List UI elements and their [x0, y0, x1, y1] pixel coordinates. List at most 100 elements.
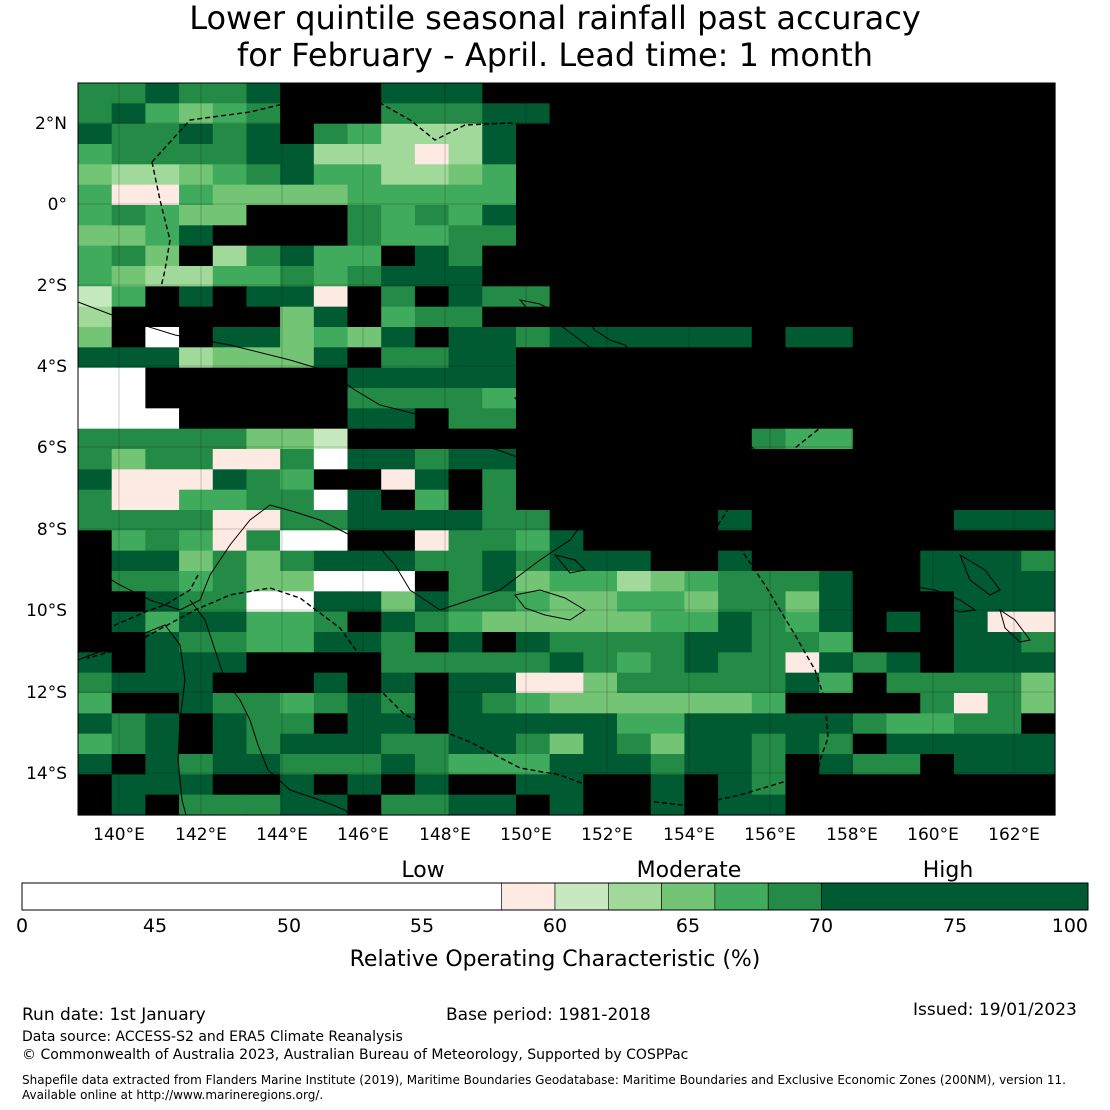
grid-cell — [212, 123, 248, 145]
grid-cell — [145, 632, 180, 653]
grid-cell — [482, 591, 517, 613]
grid-cell — [111, 632, 146, 653]
grid-cell — [684, 327, 719, 348]
grid-cell — [1021, 408, 1056, 430]
grid-cell — [751, 733, 787, 755]
grid-cell — [313, 510, 349, 531]
grid-cell — [482, 571, 517, 592]
grid-cell — [347, 571, 382, 592]
grid-cell — [650, 306, 686, 328]
grid-cell — [785, 489, 820, 511]
grid-cell — [583, 693, 618, 714]
grid-cell — [482, 469, 517, 491]
grid-cell — [448, 286, 483, 308]
grid-cell — [347, 672, 382, 694]
grid-cell — [347, 123, 382, 145]
lat-tick-label: 2°S — [37, 276, 67, 296]
grid-cell — [145, 611, 180, 633]
grid-cell — [785, 713, 820, 735]
grid-cell — [145, 367, 180, 389]
grid-cell — [482, 632, 517, 653]
grid-cell — [145, 205, 180, 226]
grid-cell — [718, 184, 753, 206]
grid-cell — [313, 144, 349, 165]
grid-cell — [482, 164, 517, 186]
grid-cell — [515, 327, 551, 348]
grid-cell — [448, 469, 483, 491]
grid-cell — [852, 164, 888, 186]
grid-cell — [515, 469, 551, 491]
grid-cell — [751, 571, 787, 592]
colorbar-tick: 100 — [1052, 915, 1088, 937]
grid-cell — [684, 225, 719, 247]
grid-cell — [78, 123, 113, 145]
indonesia-png-border — [151, 161, 171, 321]
grid-cell — [684, 489, 719, 511]
grid-cell — [920, 591, 955, 613]
grid-cell — [549, 469, 584, 491]
grid-cell — [751, 306, 787, 328]
grid-cell — [212, 408, 248, 430]
grid-cell — [886, 713, 921, 735]
grid-cell — [953, 713, 989, 735]
grid-cell — [819, 103, 854, 125]
grid-cell — [852, 733, 888, 755]
grid-cell — [179, 632, 214, 653]
grid-cell — [953, 672, 989, 694]
grid-cell — [179, 347, 214, 369]
grid-cell — [886, 164, 921, 186]
grid-cell — [78, 489, 113, 511]
grid-cell — [145, 672, 180, 694]
grid-cell — [549, 774, 584, 796]
grid-cell — [684, 449, 719, 470]
grid-cell — [617, 672, 652, 694]
grid-cell — [953, 611, 989, 633]
lat-tick-label: 0° — [48, 195, 67, 215]
grid-cell — [280, 266, 315, 287]
grid-cell — [650, 266, 686, 287]
grid-cell — [448, 103, 483, 125]
grid-cell — [280, 530, 315, 552]
lat-tick-label: 2°N — [35, 114, 67, 134]
trobriand-coast — [553, 554, 587, 574]
data-source: Data source: ACCESS-S2 and ERA5 Climate … — [22, 1029, 403, 1045]
lon-tick-label: 140°E — [93, 825, 145, 845]
grid-cell — [145, 347, 180, 369]
grid-cell — [246, 266, 281, 287]
grid-cell — [886, 754, 921, 775]
grid-cell — [751, 408, 787, 430]
grid-cell — [583, 245, 618, 267]
grid-cell — [953, 794, 989, 816]
grid-cell — [212, 530, 248, 552]
chart-title-line-2: for February - April. Lead time: 1 month — [236, 36, 874, 74]
grid-cell — [179, 571, 214, 592]
grid-cell — [347, 774, 382, 796]
grid-cell — [920, 327, 955, 348]
grid-cell — [650, 164, 686, 186]
grid-cell — [785, 144, 820, 165]
grid-cell — [583, 713, 618, 735]
grid-cell — [381, 754, 416, 775]
grid-cell — [179, 83, 214, 104]
grid-cell — [549, 205, 584, 226]
grid-cell — [246, 774, 281, 796]
grid-cell — [920, 632, 955, 653]
grid-cell — [212, 103, 248, 125]
grid-cell — [515, 83, 551, 104]
grid-cell — [381, 652, 416, 674]
grid-cell — [718, 550, 753, 572]
grid-cell — [280, 571, 315, 592]
grid-cell — [347, 225, 382, 247]
grid-cell — [78, 733, 113, 755]
grid-cell — [718, 266, 753, 287]
grid-cell — [313, 266, 349, 287]
grid-cell — [212, 266, 248, 287]
grid-cell — [515, 245, 551, 267]
grid-cell — [179, 713, 214, 735]
grid-cell — [212, 225, 248, 247]
grid-cell — [145, 225, 180, 247]
grid-cell — [583, 408, 618, 430]
grid-cell — [313, 672, 349, 694]
grid-cell — [852, 123, 888, 145]
grid-cell — [650, 733, 686, 755]
